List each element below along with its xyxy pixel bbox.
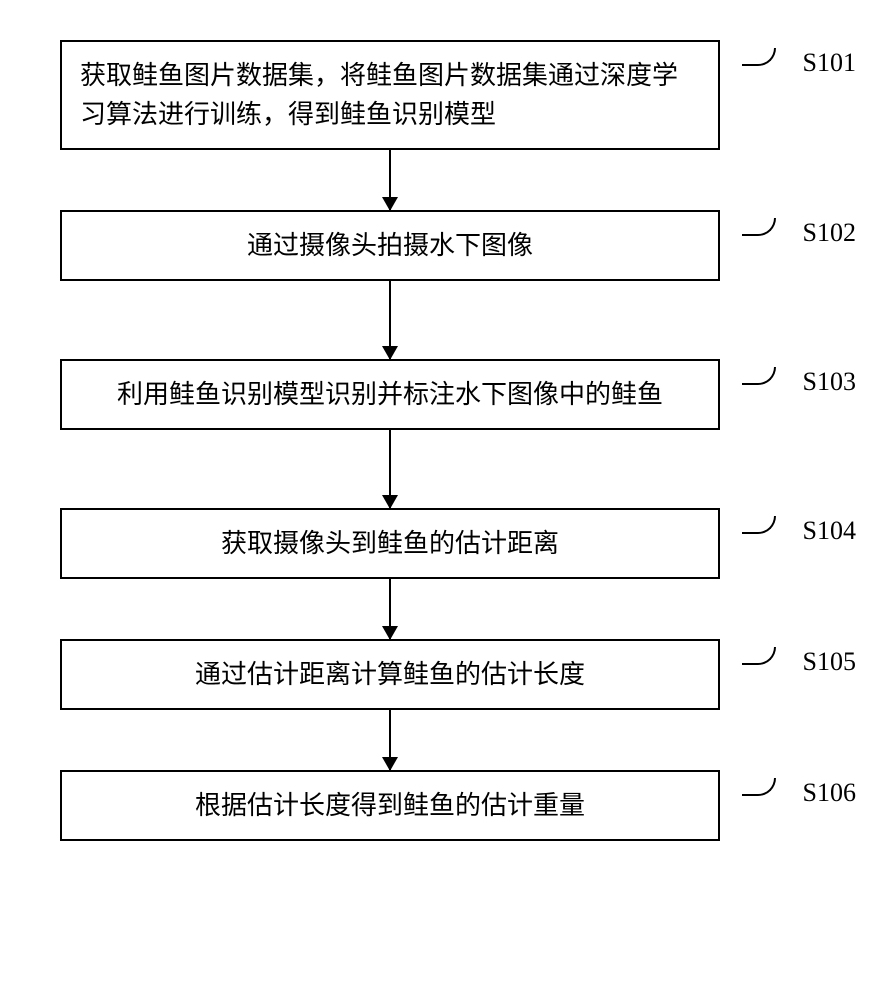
label-connector <box>740 518 780 536</box>
flowchart-container: 获取鲑鱼图片数据集，将鲑鱼图片数据集通过深度学习算法进行训练，得到鲑鱼识别模型S… <box>60 40 820 841</box>
step-box: 获取摄像头到鲑鱼的估计距离 <box>60 508 720 579</box>
arrow-wrap <box>60 281 720 359</box>
connector-curve-icon <box>742 516 776 534</box>
label-connector <box>740 649 780 667</box>
arrow-wrap <box>60 430 720 508</box>
step-row: 获取鲑鱼图片数据集，将鲑鱼图片数据集通过深度学习算法进行训练，得到鲑鱼识别模型S… <box>60 40 820 150</box>
step-row: 通过摄像头拍摄水下图像S102 <box>60 210 820 281</box>
step-row: 根据估计长度得到鲑鱼的估计重量S106 <box>60 770 820 841</box>
label-connector <box>740 220 780 238</box>
step-label: S102 <box>803 218 856 248</box>
step-text: 通过摄像头拍摄水下图像 <box>80 226 700 265</box>
connector-curve-icon <box>742 647 776 665</box>
step-box: 利用鲑鱼识别模型识别并标注水下图像中的鲑鱼 <box>60 359 720 430</box>
arrow-down-icon <box>389 710 391 770</box>
arrow-wrap <box>60 579 720 639</box>
step-box: 根据估计长度得到鲑鱼的估计重量 <box>60 770 720 841</box>
arrow-down-icon <box>389 281 391 359</box>
step-box: 通过摄像头拍摄水下图像 <box>60 210 720 281</box>
arrow-down-icon <box>389 430 391 508</box>
arrow-down-icon <box>389 150 391 210</box>
step-row: 获取摄像头到鲑鱼的估计距离S104 <box>60 508 820 579</box>
step-label: S101 <box>803 48 856 78</box>
step-box: 获取鲑鱼图片数据集，将鲑鱼图片数据集通过深度学习算法进行训练，得到鲑鱼识别模型 <box>60 40 720 150</box>
connector-curve-icon <box>742 778 776 796</box>
connector-curve-icon <box>742 367 776 385</box>
step-label: S103 <box>803 367 856 397</box>
label-connector <box>740 369 780 387</box>
label-connector <box>740 50 780 68</box>
step-text: 获取摄像头到鲑鱼的估计距离 <box>80 524 700 563</box>
arrow-wrap <box>60 150 720 210</box>
step-text: 利用鲑鱼识别模型识别并标注水下图像中的鲑鱼 <box>80 375 700 414</box>
step-label: S104 <box>803 516 856 546</box>
arrow-wrap <box>60 710 720 770</box>
connector-curve-icon <box>742 48 776 66</box>
step-box: 通过估计距离计算鲑鱼的估计长度 <box>60 639 720 710</box>
step-row: 通过估计距离计算鲑鱼的估计长度S105 <box>60 639 820 710</box>
connector-curve-icon <box>742 218 776 236</box>
step-text: 获取鲑鱼图片数据集，将鲑鱼图片数据集通过深度学习算法进行训练，得到鲑鱼识别模型 <box>80 56 700 134</box>
step-text: 根据估计长度得到鲑鱼的估计重量 <box>80 786 700 825</box>
step-label: S105 <box>803 647 856 677</box>
arrow-down-icon <box>389 579 391 639</box>
step-label: S106 <box>803 778 856 808</box>
step-row: 利用鲑鱼识别模型识别并标注水下图像中的鲑鱼S103 <box>60 359 820 430</box>
step-text: 通过估计距离计算鲑鱼的估计长度 <box>80 655 700 694</box>
label-connector <box>740 780 780 798</box>
